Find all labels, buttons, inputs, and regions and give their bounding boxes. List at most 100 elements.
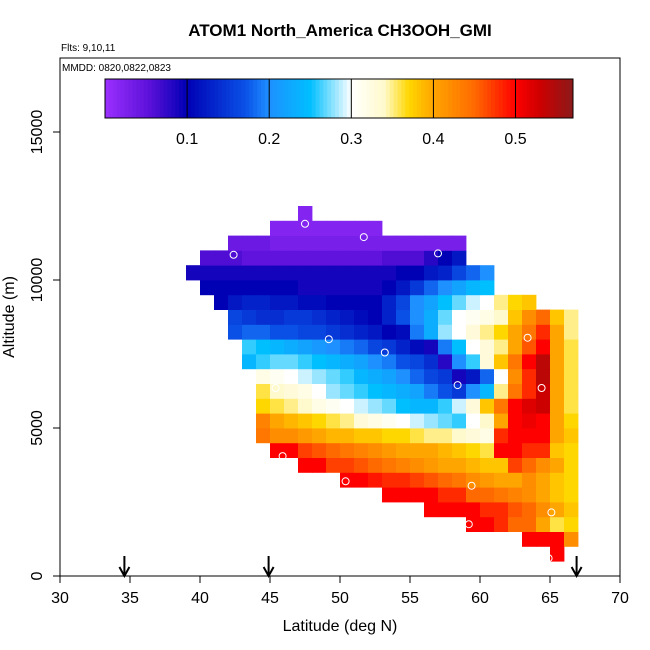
heatmap-cell	[256, 265, 271, 281]
flight-point	[537, 384, 546, 392]
heatmap-cell	[424, 235, 439, 251]
heatmap-cell	[564, 531, 579, 547]
flight-points	[182, 219, 556, 563]
heatmap-cell	[536, 339, 551, 355]
heatmap-cell	[396, 413, 411, 429]
colorbar-segment	[335, 79, 340, 118]
chart-title: ATOM1 North_America CH3OOH_GMI	[188, 21, 492, 40]
heatmap-cell	[424, 502, 439, 518]
x-tick-label: 40	[191, 590, 209, 607]
heatmap-cell	[508, 428, 523, 444]
heatmap-cell	[200, 265, 215, 281]
heatmap-cell	[466, 487, 481, 503]
colorbar-segment	[342, 79, 348, 118]
heatmap-cell	[270, 413, 285, 429]
heatmap-cell	[438, 250, 453, 266]
x-tick-label: 35	[121, 590, 139, 607]
colorbar-segment	[272, 79, 278, 118]
x-tick-label: 55	[401, 590, 419, 607]
heatmap-cell	[326, 235, 341, 251]
heatmap-cell	[564, 487, 579, 503]
heatmap-cell	[298, 413, 313, 429]
colorbar-segment	[159, 79, 164, 118]
heatmap-cell	[326, 413, 341, 429]
colorbar-segment	[214, 79, 219, 118]
heatmap-cell	[410, 413, 425, 429]
colorbar-segment	[530, 79, 535, 118]
heatmap-cell	[564, 413, 579, 429]
colorbar-segment	[381, 79, 387, 118]
heatmap-cell	[466, 339, 481, 355]
colorbar-segment	[339, 79, 344, 118]
heatmap-cell	[270, 398, 285, 414]
heatmap-cell	[494, 428, 509, 444]
heatmap-cell	[354, 368, 369, 384]
heatmap-cell	[340, 339, 355, 355]
heatmap-cell	[270, 250, 285, 266]
colorbar-segment	[346, 79, 352, 118]
heatmap-cell	[256, 324, 271, 340]
colorbar-segment	[268, 79, 274, 118]
heatmap-cell	[466, 413, 481, 429]
heatmap-cell	[508, 309, 523, 325]
latitude-arrow	[570, 556, 583, 579]
heatmap-cell	[550, 398, 565, 414]
heatmap-cell	[256, 280, 271, 296]
heatmap-cell	[312, 442, 327, 458]
heatmap-cell	[354, 324, 369, 340]
heatmap-cell	[228, 324, 243, 340]
heatmap-cell	[228, 309, 243, 325]
colorbar-segment	[436, 79, 441, 118]
heatmap-cell	[396, 339, 411, 355]
heatmap-cell	[494, 398, 509, 414]
heatmap-cell	[368, 368, 383, 384]
heatmap-cell	[312, 250, 327, 266]
heatmap-cell	[298, 250, 313, 266]
flight-point	[359, 233, 368, 242]
heatmap-cell	[508, 294, 523, 310]
heatmap-cell	[480, 442, 495, 458]
colorbar-segment	[163, 79, 168, 118]
colorbar: 0.1 0.2 0.3 0.4 0.5	[104, 78, 574, 148]
colorbar-segment	[479, 79, 484, 118]
heatmap-cell	[340, 413, 355, 429]
heatmap-cell	[438, 398, 453, 414]
heatmap-cell	[536, 531, 551, 547]
heatmap-cell	[298, 324, 313, 340]
heatmap-cell	[550, 502, 565, 518]
heatmap-cell	[354, 398, 369, 414]
colorbar-segment	[370, 79, 375, 118]
heatmap-cell	[396, 309, 411, 325]
colorbar-tick-label: 0.5	[504, 131, 526, 148]
colorbar-segment	[140, 79, 145, 118]
heatmap-cell	[452, 383, 467, 399]
heatmap-cell	[382, 324, 397, 340]
heatmap-cell	[438, 339, 453, 355]
heatmap-cell	[508, 502, 523, 518]
heatmap-cell	[284, 309, 299, 325]
heatmap-cell	[242, 324, 257, 340]
colorbar-segment	[491, 79, 496, 118]
heatmap-cell	[284, 220, 299, 236]
heatmap-cell	[270, 339, 285, 355]
heatmap-cell	[522, 398, 537, 414]
heatmap-cell	[536, 398, 551, 414]
flight-point	[467, 481, 476, 490]
colorbar-segment	[261, 79, 266, 118]
heatmap-cell	[368, 324, 383, 340]
colorbar-segment	[245, 79, 250, 118]
heatmap-cell	[494, 368, 509, 384]
heatmap-cell	[326, 457, 341, 473]
heatmap-cell	[326, 339, 341, 355]
heatmap-cell	[536, 368, 551, 384]
colorbar-segment	[128, 79, 133, 118]
heatmap-cell	[480, 502, 495, 518]
colorbar-segment	[526, 79, 531, 118]
heatmap-cell	[284, 354, 299, 370]
heatmap-cell	[396, 487, 411, 503]
heatmap-cell	[270, 354, 285, 370]
colorbar-segment	[378, 79, 383, 118]
heatmap-cell	[340, 309, 355, 325]
heatmap-cell	[214, 280, 229, 296]
colorbar-segment	[534, 79, 539, 118]
